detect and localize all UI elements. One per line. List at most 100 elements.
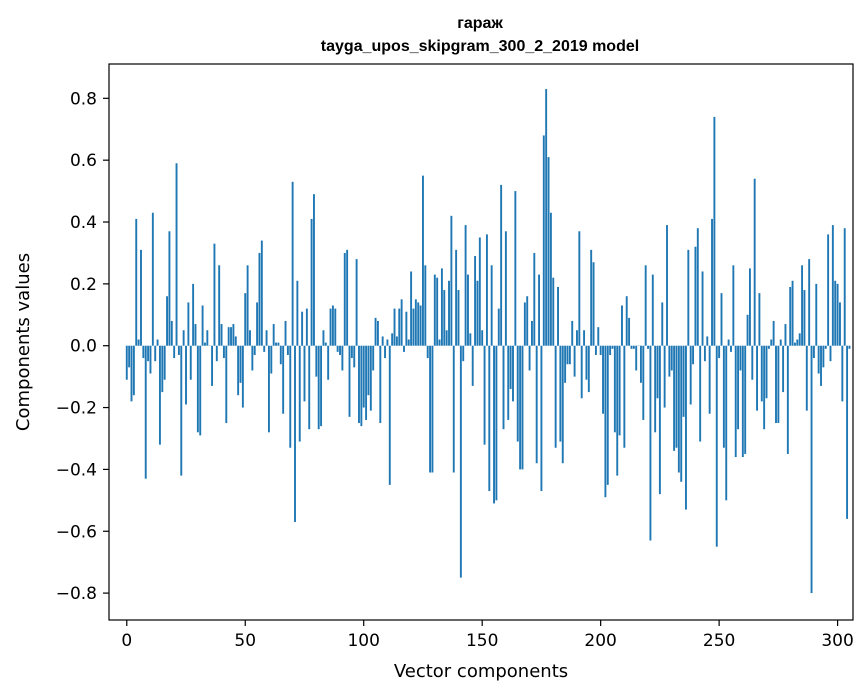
bar-256 xyxy=(732,265,735,346)
bar-242 xyxy=(699,345,702,442)
bar-108 xyxy=(381,336,384,346)
bar-292 xyxy=(817,345,820,374)
bar-24 xyxy=(182,330,185,346)
bar-304 xyxy=(846,345,849,519)
bar-262 xyxy=(746,314,749,346)
bar-215 xyxy=(635,345,638,371)
bar-10 xyxy=(149,345,152,374)
bar-276 xyxy=(779,339,782,346)
bar-204 xyxy=(609,345,612,355)
bar-series xyxy=(125,89,851,594)
bar-186 xyxy=(566,345,569,365)
bar-277 xyxy=(782,345,785,393)
bar-87 xyxy=(331,305,334,346)
bar-265 xyxy=(753,178,756,346)
x-axis-label: Vector components xyxy=(394,661,568,682)
y-axis-label: Components values xyxy=(13,253,34,431)
bar-9 xyxy=(147,345,150,362)
x-tick-label: 0 xyxy=(121,631,132,651)
bar-176 xyxy=(542,135,545,346)
bar-240 xyxy=(694,246,697,346)
bar-115 xyxy=(398,308,401,346)
chart-subtitle: tayga_upos_skipgram_300_2_2019 model xyxy=(321,38,639,55)
bar-147 xyxy=(474,256,477,346)
bar-213 xyxy=(630,345,633,349)
bar-143 xyxy=(464,225,467,346)
bar-151 xyxy=(483,345,486,445)
bar-274 xyxy=(775,345,777,424)
bar-164 xyxy=(514,191,517,346)
bar-61 xyxy=(270,345,273,374)
bar-178 xyxy=(547,157,550,346)
bar-301 xyxy=(839,302,841,346)
bar-100 xyxy=(362,345,365,408)
bar-157 xyxy=(497,308,500,346)
bar-135 xyxy=(445,330,448,346)
bar-20 xyxy=(173,345,176,359)
bar-153 xyxy=(488,345,491,492)
bar-29 xyxy=(194,324,197,346)
bar-155 xyxy=(493,345,495,504)
bar-8 xyxy=(144,345,147,479)
bar-46 xyxy=(234,336,237,346)
bar-271 xyxy=(767,345,770,349)
bar-83 xyxy=(322,330,325,346)
bar-232 xyxy=(675,345,678,448)
bar-234 xyxy=(680,345,683,482)
bar-104 xyxy=(372,345,375,371)
bar-25 xyxy=(185,345,187,405)
bar-218 xyxy=(642,345,645,420)
bar-109 xyxy=(384,345,386,359)
bar-203 xyxy=(606,345,609,485)
bar-110 xyxy=(386,339,389,346)
bar-174 xyxy=(538,274,540,346)
bar-94 xyxy=(348,345,351,417)
bar-139 xyxy=(455,249,458,346)
bar-92 xyxy=(343,252,346,346)
bar-64 xyxy=(277,342,280,346)
x-tick-label: 150 xyxy=(466,631,498,651)
bar-158 xyxy=(500,184,503,346)
bar-208 xyxy=(618,345,621,436)
bar-263 xyxy=(748,268,751,346)
bar-80 xyxy=(315,345,318,377)
bar-253 xyxy=(725,345,728,501)
bar-165 xyxy=(516,345,519,442)
bar-166 xyxy=(519,345,522,470)
bar-167 xyxy=(521,345,524,470)
bar-124 xyxy=(419,305,422,346)
bar-142 xyxy=(462,345,465,362)
bar-81 xyxy=(317,345,320,430)
bar-286 xyxy=(803,290,806,346)
bar-187 xyxy=(568,345,571,365)
bar-266 xyxy=(756,345,758,411)
bar-40 xyxy=(220,324,223,346)
bar-225 xyxy=(658,345,661,495)
bar-107 xyxy=(379,345,382,424)
y-tick-label: 0.6 xyxy=(70,151,97,171)
bar-189 xyxy=(573,345,576,377)
bar-299 xyxy=(834,280,837,346)
bar-97 xyxy=(355,259,358,346)
plot-frame xyxy=(108,63,854,621)
bar-6 xyxy=(140,249,142,346)
bar-122 xyxy=(414,299,417,346)
bar-296 xyxy=(827,234,830,346)
bar-50 xyxy=(244,293,247,346)
bar-239 xyxy=(692,345,695,365)
bar-17 xyxy=(166,296,168,346)
bar-224 xyxy=(656,345,659,399)
bar-101 xyxy=(365,345,368,420)
bar-34 xyxy=(206,330,209,346)
bar-16 xyxy=(163,345,166,380)
bar-285 xyxy=(801,265,804,346)
bar-184 xyxy=(561,345,564,464)
bar-132 xyxy=(438,339,441,346)
bar-199 xyxy=(597,327,600,346)
bar-290 xyxy=(812,345,815,359)
bar-99 xyxy=(360,345,363,427)
bar-32 xyxy=(201,305,204,346)
bar-162 xyxy=(509,345,512,389)
